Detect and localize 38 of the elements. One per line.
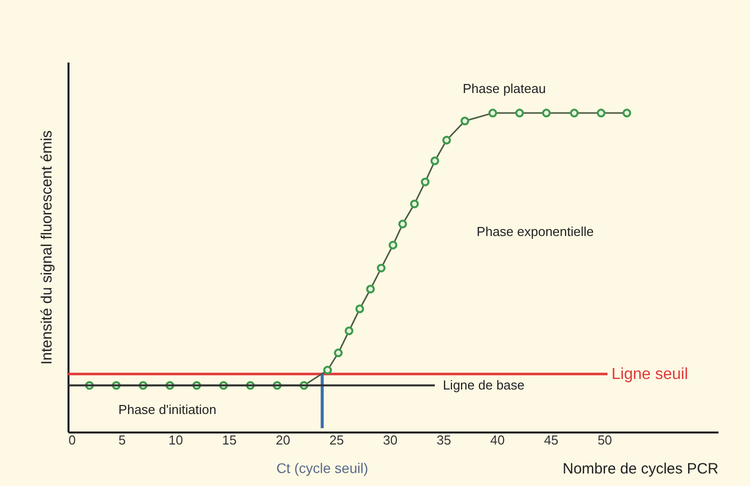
- point: [596, 108, 606, 118]
- series-label: Ligne de base: [442, 377, 525, 392]
- text: Phase plateau: [462, 81, 546, 96]
- point: [570, 108, 579, 118]
- point: [388, 240, 398, 250]
- point: [542, 108, 551, 118]
- point: [460, 116, 470, 126]
- point: [420, 178, 430, 186]
- point: [334, 348, 343, 358]
- point: [442, 136, 451, 144]
- x-tick-label: 50: [598, 432, 612, 448]
- x-tick-label: 5: [118, 432, 126, 448]
- point: [355, 304, 364, 314]
- x-tick-label: 0: [68, 432, 76, 448]
- x-tick-label: 40: [490, 432, 505, 448]
- x-tick-label: 15: [222, 432, 237, 448]
- x-tick-label: 35: [436, 432, 452, 448]
- point: [515, 108, 524, 118]
- point: [622, 108, 632, 118]
- ref-line-label: Ligne seuil: [612, 366, 688, 383]
- point: [410, 200, 419, 208]
- x-tick-label: 30: [383, 432, 398, 448]
- point: [323, 366, 332, 374]
- point: [488, 108, 498, 118]
- x-tick-label: 20: [276, 432, 290, 448]
- point: [366, 284, 375, 294]
- point: [376, 264, 386, 272]
- x-tick-label: 25: [329, 432, 344, 448]
- x-tick-label: 45: [544, 432, 558, 448]
- ref-line-label: Ct (cycle seuil): [276, 460, 368, 476]
- annotation: Phase d'initiation: [118, 402, 216, 417]
- point: [398, 220, 408, 228]
- x-axis-title: Nombre de cycles PCR: [562, 460, 719, 478]
- point: [430, 156, 440, 166]
- x-tick-label: 10: [168, 432, 183, 448]
- annotation: Phase exponentielle: [476, 224, 594, 240]
- y-axis-title: Intensité du signal fluorescent émis: [38, 130, 56, 365]
- point: [344, 326, 354, 336]
